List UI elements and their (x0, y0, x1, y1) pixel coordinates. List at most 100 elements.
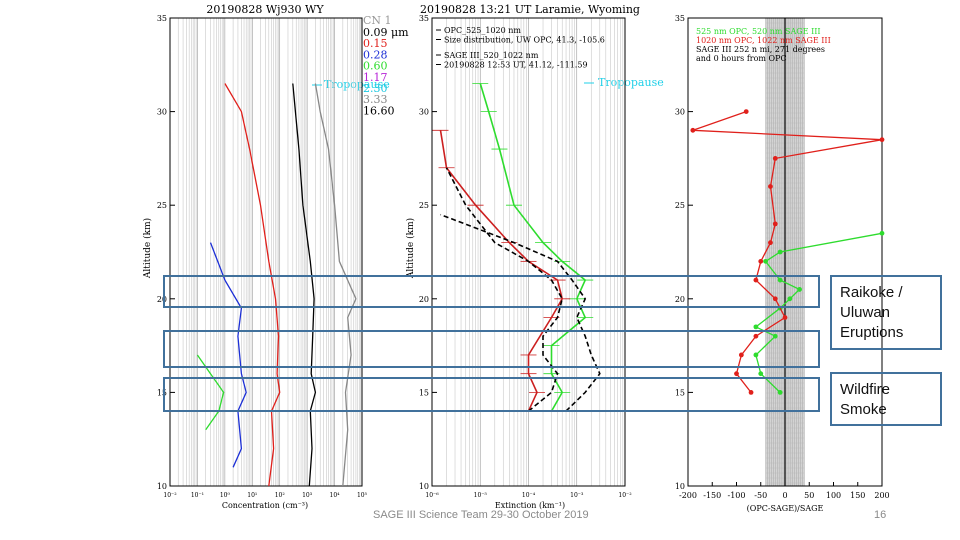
eruption-line-3: Eruptions (840, 324, 904, 341)
data-point (690, 127, 696, 133)
y-tick-label: 20 (419, 295, 429, 304)
legend-entry: 1.17 (363, 71, 388, 84)
eruption-line-1: Raikoke / (840, 284, 903, 301)
chart1-ylabel: Altitude (km) (142, 218, 153, 279)
y-tick-label: 25 (157, 201, 167, 210)
data-point (758, 258, 764, 264)
x-tick-label: 10⁻⁵ (474, 492, 488, 499)
wildfire-annotation: Wildfire Smoke (830, 372, 942, 426)
chart1-tropopause-label: Tropopause (324, 78, 390, 91)
x-tick-label: 10⁻³ (570, 492, 584, 499)
wildfire-highlight-box (163, 377, 820, 412)
data-point (782, 315, 788, 320)
eruption-highlight-box (163, 275, 820, 308)
x-tick-label: -50 (754, 491, 767, 500)
data-point (777, 390, 783, 395)
y-tick-label: 20 (157, 295, 167, 304)
series-line (440, 213, 601, 412)
y-tick-label: 35 (157, 14, 167, 23)
y-tick-label: 10 (675, 482, 685, 491)
chart2-title: 20190828 13:21 UT Laramie, Wyoming (420, 3, 640, 16)
series-line (292, 83, 317, 487)
data-point (753, 324, 759, 330)
data-point (772, 156, 778, 161)
y-tick-label: 10 (419, 482, 429, 491)
x-tick-label: 10⁵ (357, 492, 368, 499)
y-tick-label: 15 (675, 388, 685, 397)
chart1-title: 20190828 Wj930 WY (206, 3, 324, 16)
wildfire-line-1: Wildfire (840, 381, 891, 398)
legend-entry: 2.30 (363, 82, 388, 95)
legend-entry: 1020 nm OPC, 1022 nm SAGE III (696, 36, 831, 45)
chart2-ylabel: Altitude (km) (405, 218, 416, 279)
chart2-xlabel: Extinction (km⁻¹) (495, 501, 565, 510)
y-tick-label: 35 (675, 14, 685, 23)
legend-entry: SAGE III_520_1022 nm (444, 51, 539, 60)
data-point (879, 230, 885, 236)
x-tick-label: -200 (679, 491, 697, 500)
y-tick-label: 15 (157, 388, 167, 397)
x-tick-label: 150 (850, 491, 865, 500)
series-line (314, 83, 357, 487)
legend-entry: 0.15 (363, 37, 388, 50)
data-point (753, 352, 759, 358)
x-tick-label: 50 (804, 491, 814, 500)
x-tick-label: 10³ (302, 492, 313, 499)
chart1-xlabel: Concentration (cm⁻³) (222, 501, 308, 510)
legend-entry: 20190828 12:53 UT, 41.12, -111.59 (444, 61, 588, 70)
series-line (224, 83, 281, 487)
x-tick-label: 10⁻² (163, 492, 177, 499)
y-tick-label: 20 (675, 295, 685, 304)
data-point (879, 137, 885, 143)
data-point (748, 390, 754, 395)
data-point (734, 371, 739, 377)
extinction-chart: 20190828 13:21 UT Laramie, Wyoming Altit… (405, 3, 664, 510)
eruption-annotation: Raikoke / Uluwan Eruptions (830, 275, 942, 350)
series-line (439, 130, 564, 412)
data-point (768, 184, 773, 189)
data-point (772, 333, 778, 339)
data-point (743, 109, 749, 114)
data-point (777, 277, 783, 283)
eruption-highlight-box-2 (163, 330, 820, 368)
x-tick-label: 10⁻⁶ (425, 492, 439, 499)
plot-frame (169, 17, 363, 487)
x-tick-label: 200 (874, 491, 889, 500)
legend-entry: 3.33 (363, 93, 388, 106)
data-point (753, 333, 759, 339)
chart1-legend-header: CN 1 (363, 14, 392, 27)
legend-entry: SAGE III 252 n mi, 271 degrees (696, 45, 825, 54)
y-tick-label: 15 (419, 388, 429, 397)
data-point (768, 240, 773, 246)
plot-frame (431, 17, 626, 487)
legend-entry: 0.60 (363, 60, 388, 73)
data-point (777, 249, 783, 255)
y-tick-label: 30 (157, 108, 167, 117)
chart2-tropopause-label: Tropopause (598, 76, 664, 89)
footer-text: SAGE III Science Team 29-30 October 2019 (373, 509, 589, 521)
data-point (758, 371, 764, 377)
series-line (754, 232, 883, 393)
data-point (787, 296, 793, 302)
x-tick-label: -100 (728, 491, 746, 500)
difference-chart: (OPC-SAGE)/SAGE 10 15 20 25 30 35 -200 -150 -100… (675, 14, 890, 513)
x-tick-label: 10⁴ (330, 492, 341, 499)
y-tick-label: 30 (675, 108, 685, 117)
eruption-line-2: Uluwan (840, 304, 891, 321)
x-tick-label: 10⁰ (220, 492, 231, 499)
legend-entry: Size distribution, UW OPC, 41.3, -105.6 (444, 36, 605, 45)
data-point (753, 277, 759, 283)
data-point (772, 296, 778, 302)
data-point (797, 287, 802, 292)
y-tick-label: 35 (419, 14, 429, 23)
legend-entry: 16.60 (363, 104, 395, 117)
legend-entry: and 0 hours from OPC (696, 54, 787, 63)
legend-entry: 525 nm OPC, 520 nm SAGE III (696, 27, 821, 36)
y-tick-label: 25 (419, 201, 429, 210)
page-number: 16 (874, 509, 887, 521)
data-point (738, 352, 744, 358)
legend-entry: 0.28 (363, 48, 388, 61)
wildfire-line-2: Smoke (840, 401, 887, 418)
legend-entry: 0.09 μm (363, 26, 409, 39)
